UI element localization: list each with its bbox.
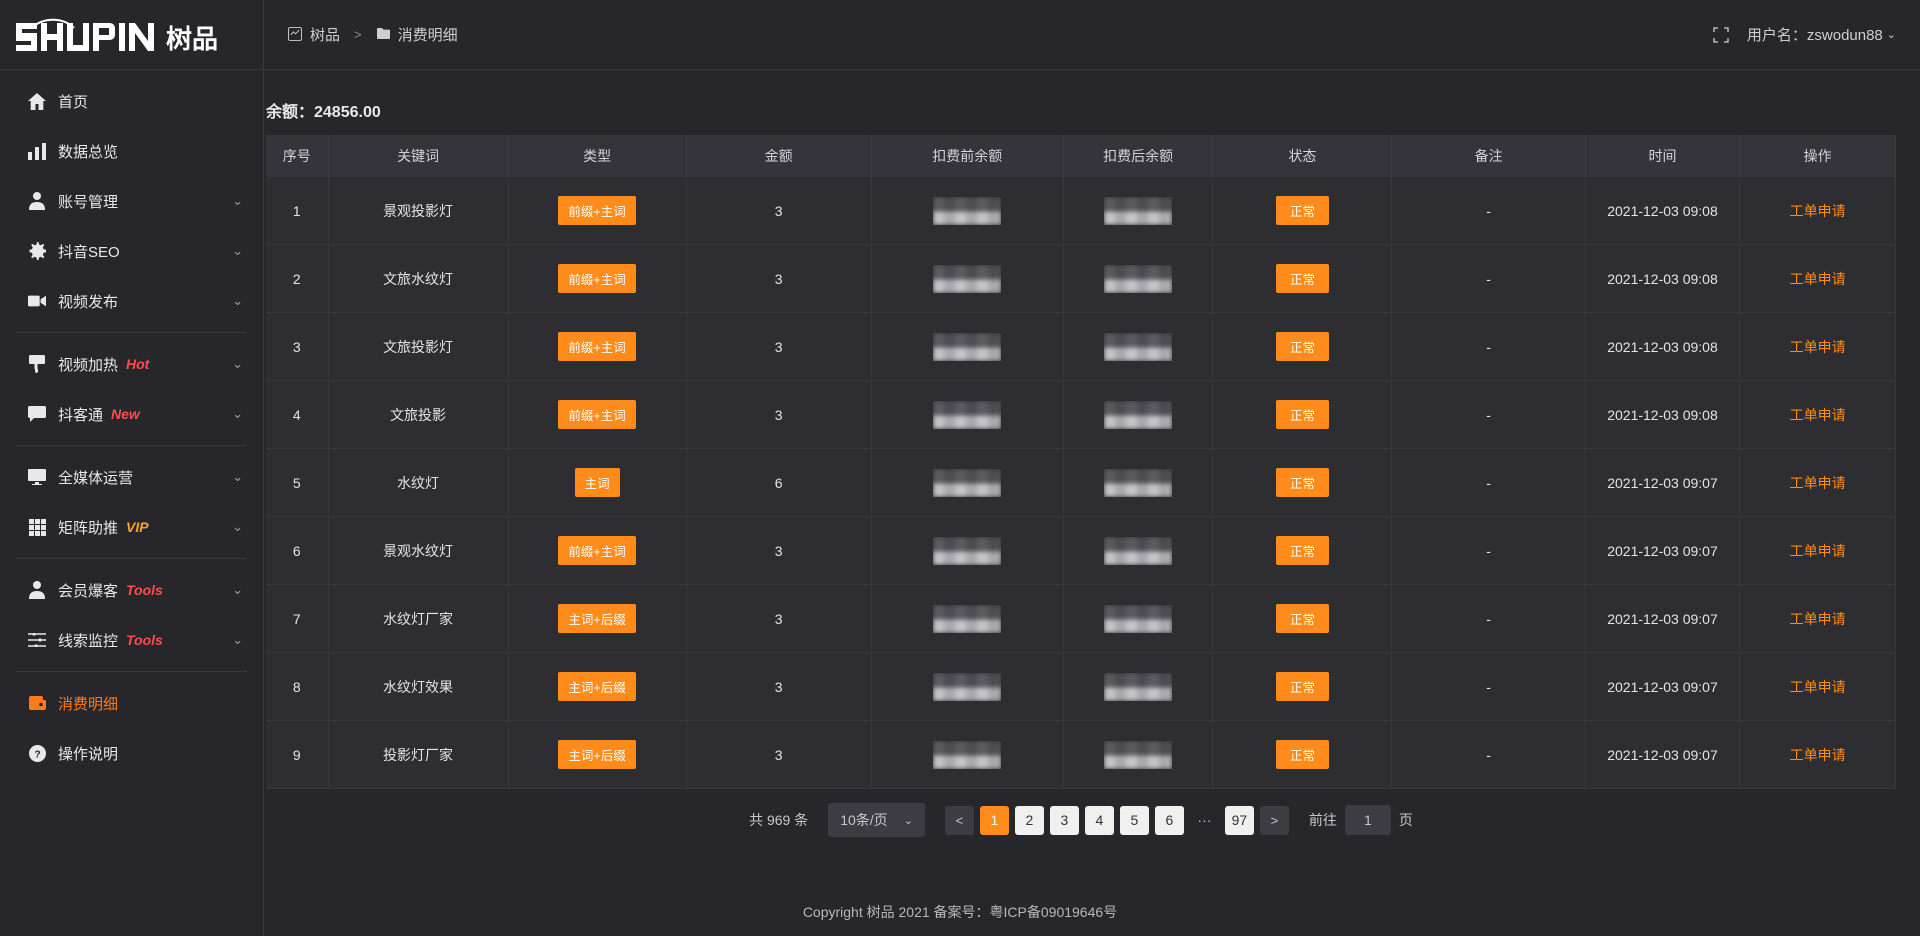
svg-text:?: ? <box>34 749 40 760</box>
svg-text:树品: 树品 <box>166 24 218 54</box>
